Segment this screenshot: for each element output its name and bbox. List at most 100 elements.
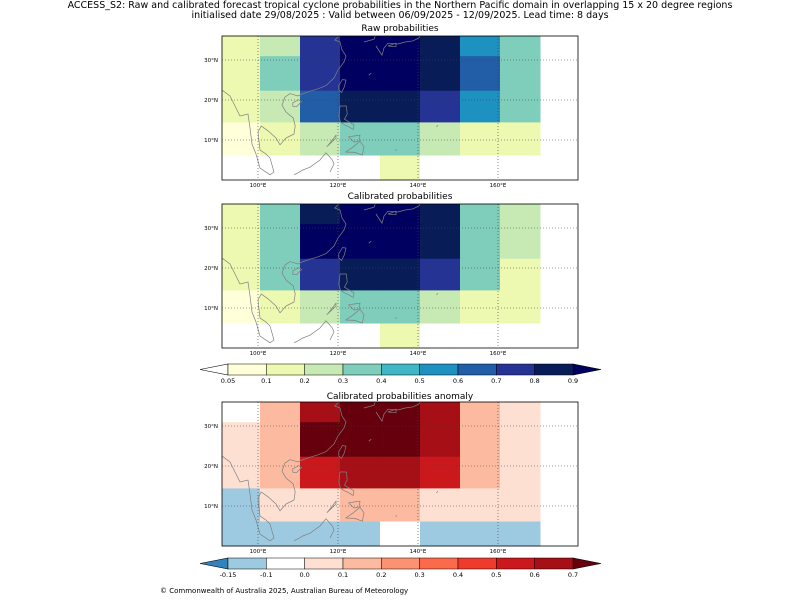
probability-cell [222,224,261,260]
probability-cell [260,323,301,349]
probability-cell [460,422,501,458]
probability-cell [300,290,341,325]
probability-cell [222,90,261,123]
colorbar-tick-label: 0.0 [299,571,309,579]
probability-cell [260,422,301,458]
probability-cell [380,402,421,423]
probability-cell [380,323,421,349]
probability-cell [340,224,381,260]
map-frame [221,401,579,547]
latitude-label: 30°N [204,424,218,430]
probability-cell [260,224,301,260]
longitude-label: 120°E [330,351,347,357]
colorbar-over-arrow [572,557,602,570]
probability-cell [300,224,341,260]
coastline [222,36,347,176]
colorbar-tick-label: -0.15 [220,571,237,579]
coastline [345,140,365,156]
probability-cell [420,204,461,225]
probability-cell [300,258,341,291]
probability-cell [380,224,421,260]
probability-cell [500,323,541,349]
probability-cell [460,521,501,547]
latitude-label: 10°N [204,138,218,144]
colorbar-segment [342,363,382,376]
colorbar-tick-label: 0.6 [453,377,463,385]
colorbar-anomaly: -0.15 -0.1 0.0 0.1 0.2 0.3 0.4 0.5 0.6 0.7 [199,557,602,579]
colorbar-tick-label: 0.8 [529,377,539,385]
probability-cell [500,456,541,489]
coastline [345,308,365,324]
probability-cell [222,290,261,325]
colorbar-segment [419,557,459,570]
probability-cell [460,36,501,57]
probability-cell [222,422,261,458]
colorbar-tick-label: 0.7 [491,377,501,385]
probability-cell [420,456,461,489]
colorbar-segment [266,363,305,376]
probability-cell [420,488,461,523]
probability-cell [340,258,381,291]
probability-cell [500,36,541,57]
colorbar-segment [534,363,574,376]
colorbar-tick-label: 0.6 [529,571,539,579]
probability-cell [420,422,461,458]
probability-cell [340,290,381,325]
probability-cell [500,422,541,458]
probability-cell [420,290,461,325]
probability-cell [260,204,301,225]
probability-cell [500,56,541,92]
latitude-label: 20°N [204,98,218,104]
colorbar-tick-label: 0.3 [338,377,348,385]
probability-cell [420,155,461,181]
coastline [363,36,376,43]
probability-cell [340,422,381,458]
coastline [338,79,347,93]
probability-cell [300,402,341,423]
colorbar-tick-label: 0.1 [338,571,348,579]
probability-cell [340,204,381,225]
colorbar-segment [534,557,574,570]
longitude-label: 120°E [330,183,347,189]
longitude-label: 160°E [490,549,507,555]
coastline [292,465,303,474]
probability-cell [380,521,421,547]
coastline [348,302,361,311]
probability-cell [222,323,261,349]
map-frame [221,203,579,349]
coastline [395,316,398,320]
probability-cell [380,204,421,225]
colorbar-tick-label: 0.7 [568,571,578,579]
coastline [348,134,361,143]
colorbar-under-arrow [199,557,229,570]
coastline [363,402,376,409]
colorbar-segment [304,363,344,376]
probability-cell [222,402,261,423]
probability-cell [380,258,421,291]
coastline [326,302,337,316]
colorbar-tick-label: 0.4 [453,571,463,579]
probability-cell [260,402,301,423]
probability-cell [500,521,541,547]
colorbar-segment [266,557,305,570]
longitude-label: 100°E [250,183,267,189]
probability-cell [260,521,301,547]
probability-cell [380,36,421,57]
probability-cell [420,56,461,92]
longitude-label: 100°E [250,351,267,357]
probability-cell [380,56,421,92]
coastline [338,471,355,497]
probability-cell [340,36,381,57]
probability-cell [500,488,541,523]
coastline [338,273,355,299]
probability-cell [222,36,261,57]
probability-cell [340,521,381,547]
longitude-label: 140°E [410,351,427,357]
probability-cell [420,90,461,123]
probability-cell [420,224,461,260]
coastline [348,500,361,509]
probability-cell [460,258,501,291]
probability-cell [340,90,381,123]
probability-cell [420,258,461,291]
longitude-label: 160°E [490,183,507,189]
